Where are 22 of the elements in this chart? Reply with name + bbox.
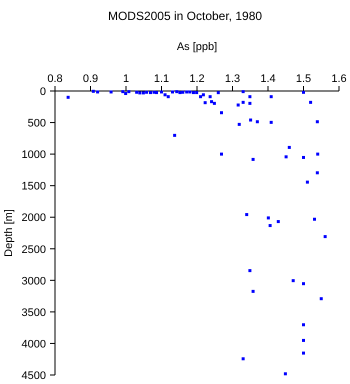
y-axis-title: Depth [m] (3, 209, 15, 257)
x-axis-title: As [ppb] (176, 41, 218, 53)
y-tick-label: 1000 (22, 149, 46, 162)
y-tick-label: 3500 (22, 306, 46, 319)
y-tick-label: 4500 (22, 370, 46, 382)
y-tick-label: 0 (40, 86, 46, 98)
y-tick-label: 3000 (22, 275, 46, 288)
chart-title: MODS2005 in October, 1980 (108, 9, 262, 23)
x-tick-label: 1.3 (224, 73, 240, 85)
x-tick-label: 1.6 (331, 73, 347, 85)
x-tick-label: 0.9 (82, 73, 98, 85)
y-tick-label: 500 (28, 118, 46, 130)
y-tick-label: 2500 (22, 244, 46, 256)
x-tick-label: 1.5 (296, 73, 312, 85)
x-tick-label: 1 (122, 73, 130, 85)
x-tick-label: 1.1 (154, 73, 170, 85)
y-tick-label: 1500 (22, 180, 46, 193)
x-tick-label: 1.4 (260, 73, 276, 85)
x-tick-label: 1.2 (189, 73, 205, 85)
y-tick-label: 4000 (22, 338, 46, 350)
x-tick-label: 0.8 (47, 73, 63, 85)
y-tick-label: 2000 (22, 212, 46, 224)
